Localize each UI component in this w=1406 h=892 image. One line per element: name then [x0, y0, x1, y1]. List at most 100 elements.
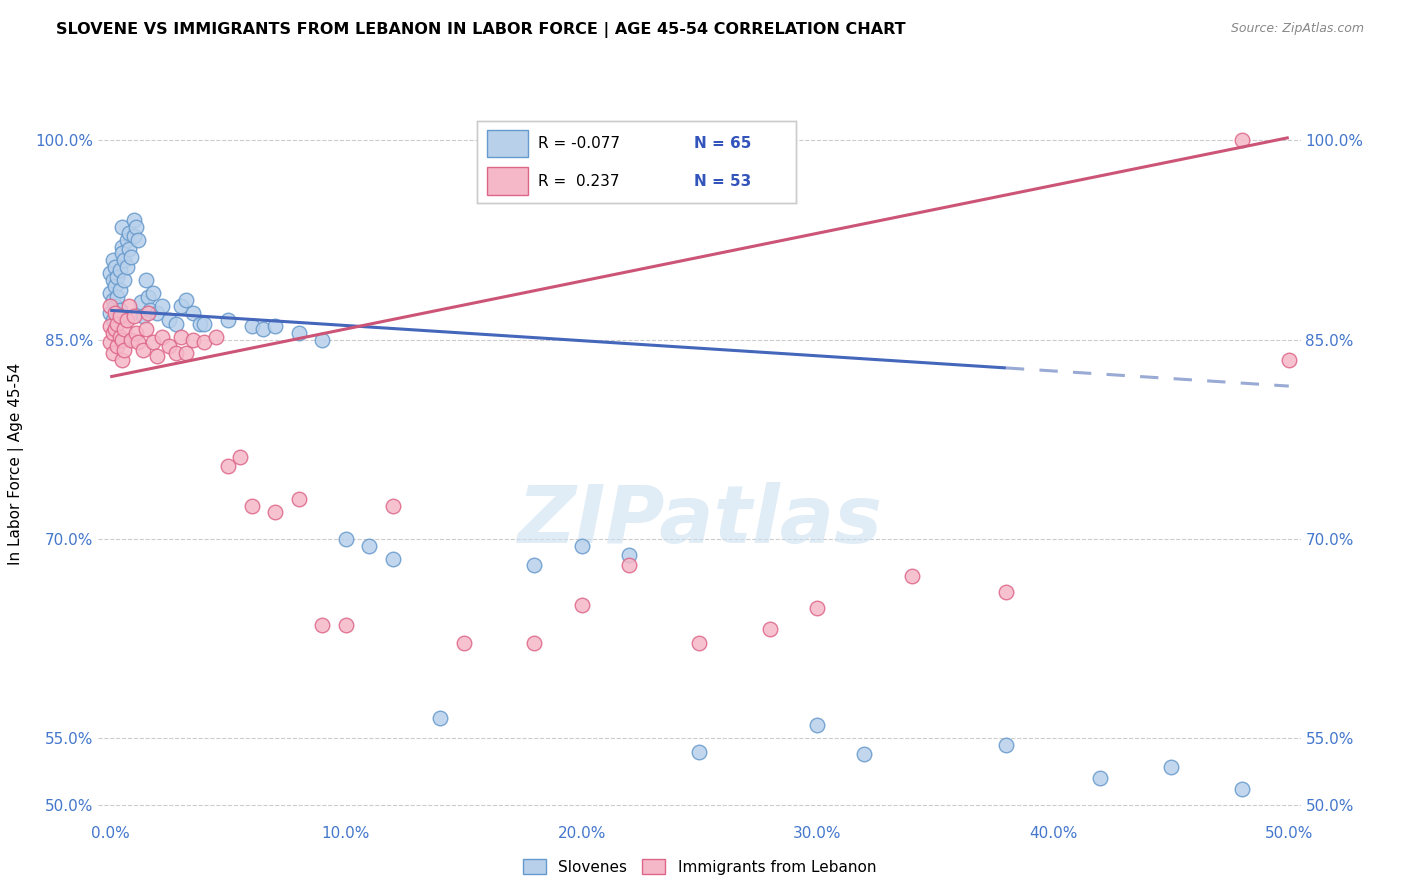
Point — [128, 335, 150, 350]
Point — [104, 260, 127, 274]
Point — [105, 317, 128, 331]
Point — [118, 242, 141, 256]
Point — [101, 312, 124, 326]
Point — [105, 290, 128, 304]
Point — [98, 286, 121, 301]
Point — [359, 539, 381, 553]
Point — [142, 335, 165, 350]
Point — [105, 339, 128, 353]
Point — [111, 352, 134, 367]
Text: ZIPatlas: ZIPatlas — [517, 482, 882, 560]
Point — [1088, 771, 1111, 785]
Point — [229, 450, 252, 464]
Point — [806, 718, 828, 732]
Point — [136, 306, 159, 320]
Point — [125, 219, 148, 234]
Point — [111, 239, 134, 253]
Point — [453, 635, 475, 649]
Point — [120, 333, 142, 347]
Point — [129, 295, 152, 310]
Point — [115, 233, 138, 247]
Point — [1160, 760, 1182, 774]
Point — [139, 303, 162, 318]
Point — [382, 552, 405, 566]
Point — [112, 273, 135, 287]
Point — [112, 252, 135, 267]
Point — [98, 319, 121, 334]
Point — [157, 339, 180, 353]
Point — [115, 312, 138, 326]
Point — [288, 326, 311, 340]
Point — [104, 279, 127, 293]
Point — [108, 284, 131, 298]
Point — [217, 312, 239, 326]
Point — [382, 499, 405, 513]
Point — [853, 747, 876, 762]
Point — [142, 286, 165, 301]
Point — [118, 227, 141, 241]
Point — [252, 322, 274, 336]
Point — [689, 745, 711, 759]
Point — [105, 309, 128, 323]
Point — [132, 343, 155, 358]
Point — [806, 601, 828, 615]
Point — [108, 330, 131, 344]
Point — [101, 293, 124, 307]
Point — [150, 330, 173, 344]
Point — [101, 346, 124, 360]
Point — [205, 330, 228, 344]
Legend: Slovenes, Immigrants from Lebanon: Slovenes, Immigrants from Lebanon — [517, 853, 882, 880]
Point — [617, 558, 640, 573]
Point — [98, 266, 121, 280]
Point — [193, 317, 215, 331]
Point — [217, 458, 239, 473]
Point — [174, 346, 197, 360]
Point — [112, 322, 135, 336]
Point — [101, 252, 124, 267]
Point — [689, 635, 711, 649]
Point — [311, 333, 333, 347]
Point — [1278, 352, 1301, 367]
Point — [335, 532, 357, 546]
Point — [1230, 133, 1253, 147]
Point — [1230, 781, 1253, 796]
Point — [181, 306, 204, 320]
Point — [111, 333, 134, 347]
Point — [571, 539, 593, 553]
Text: Source: ZipAtlas.com: Source: ZipAtlas.com — [1230, 22, 1364, 36]
Point — [122, 213, 145, 227]
Point — [193, 335, 215, 350]
Point — [240, 499, 263, 513]
Point — [98, 335, 121, 350]
Point — [288, 491, 311, 506]
Point — [104, 299, 127, 313]
Point — [264, 505, 287, 519]
Point — [98, 299, 121, 313]
Point — [111, 246, 134, 260]
Point — [157, 312, 180, 326]
Point — [617, 548, 640, 562]
Point — [181, 333, 204, 347]
Point — [108, 263, 131, 277]
Point — [125, 326, 148, 340]
Point — [188, 317, 211, 331]
Point — [111, 219, 134, 234]
Point — [135, 273, 157, 287]
Point — [118, 299, 141, 313]
Point — [523, 558, 546, 573]
Point — [115, 260, 138, 274]
Point — [128, 233, 150, 247]
Point — [104, 306, 127, 320]
Point — [759, 622, 782, 636]
Point — [264, 319, 287, 334]
Point — [122, 229, 145, 244]
Point — [571, 599, 593, 613]
Point — [105, 270, 128, 285]
Point — [98, 306, 121, 320]
Point — [994, 738, 1017, 752]
Point — [101, 273, 124, 287]
Point — [101, 326, 124, 340]
Point — [104, 322, 127, 336]
Point — [136, 290, 159, 304]
Point — [523, 635, 546, 649]
